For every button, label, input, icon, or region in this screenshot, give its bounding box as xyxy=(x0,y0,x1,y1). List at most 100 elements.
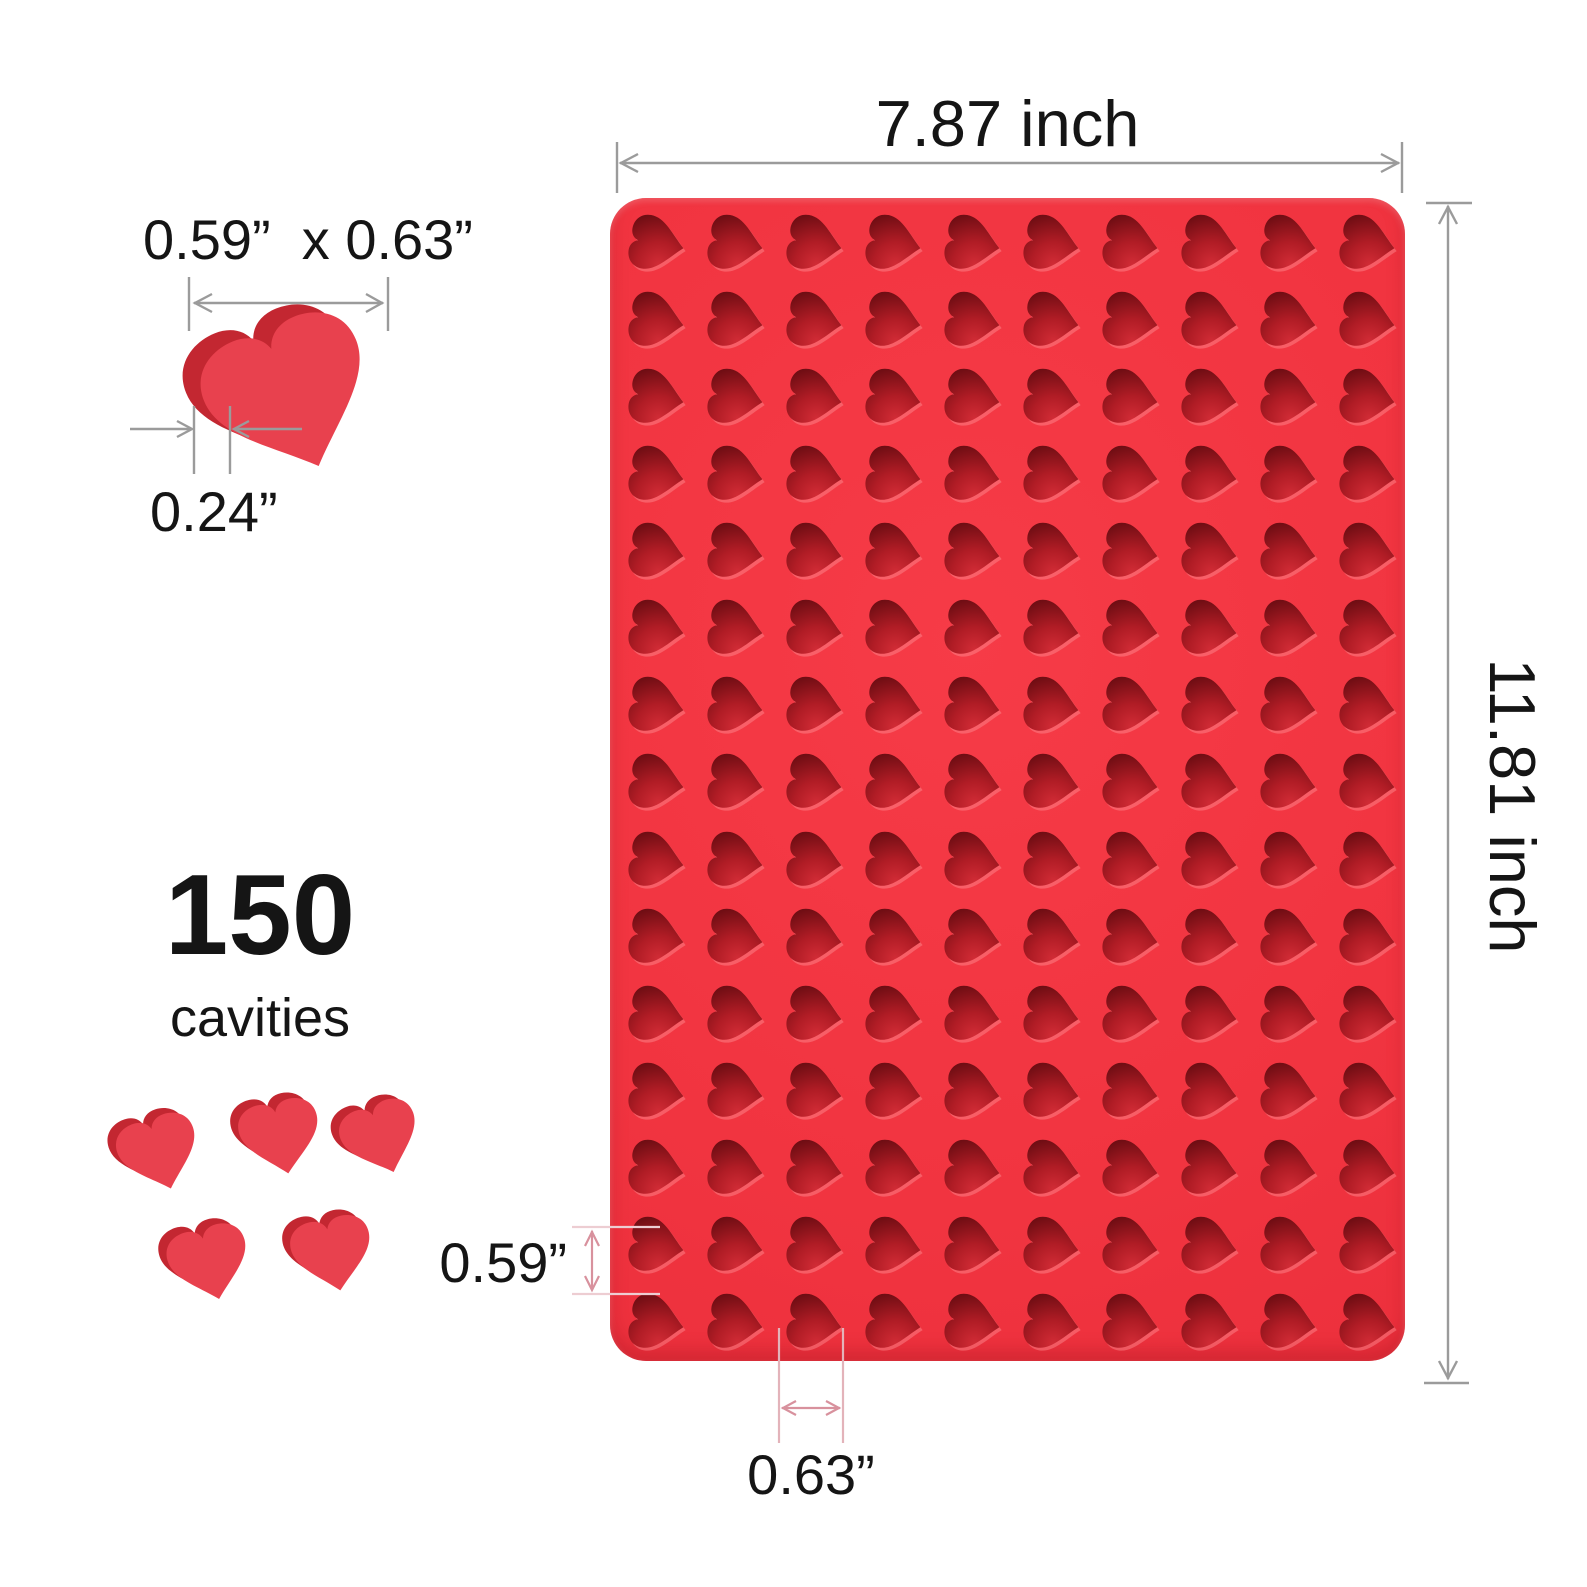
heart-cavity xyxy=(1174,597,1244,659)
heart-cavity xyxy=(1174,366,1244,428)
heart-cavity xyxy=(1332,751,1402,813)
heart-cavity xyxy=(1095,751,1165,813)
heart-cavity xyxy=(937,1137,1007,1199)
heart-cavity xyxy=(937,751,1007,813)
heart-cavity xyxy=(1016,597,1086,659)
heart-cavity xyxy=(1016,674,1086,736)
heart-cavity xyxy=(621,366,691,428)
heart-cavity xyxy=(937,520,1007,582)
cavity-size-dimension-arrow xyxy=(187,277,390,331)
heart-cavity xyxy=(858,829,928,891)
heart-cavity xyxy=(700,366,770,428)
heart-cavity xyxy=(1174,829,1244,891)
heart-cavity xyxy=(937,983,1007,1045)
heart-cavity xyxy=(1253,520,1323,582)
mold-height-label: 11.81 inch xyxy=(1476,658,1550,954)
heart-cavity xyxy=(1016,906,1086,968)
heart-cavity xyxy=(1332,1137,1402,1199)
heart-cavity xyxy=(1174,674,1244,736)
heart-cavity xyxy=(1332,1214,1402,1276)
heart-cavity xyxy=(858,1060,928,1122)
heart-cavity xyxy=(937,366,1007,428)
heart-cavity xyxy=(1174,906,1244,968)
cavity-grid xyxy=(616,204,1406,1361)
heart-cavity xyxy=(858,366,928,428)
heart-cavity xyxy=(1332,366,1402,428)
heart-3d-icon xyxy=(226,1087,327,1183)
heart-cavity xyxy=(937,289,1007,351)
heart-cavity xyxy=(1095,366,1165,428)
heart-cavity xyxy=(1174,1291,1244,1353)
heart-cavity xyxy=(937,212,1007,274)
heart-cavity xyxy=(1095,1214,1165,1276)
heart-cavity xyxy=(1016,289,1086,351)
silicone-heart-mold xyxy=(610,198,1405,1361)
heart-cavity xyxy=(937,829,1007,891)
heart-cavity xyxy=(1332,674,1402,736)
heart-cavity xyxy=(700,520,770,582)
cavity-count-number: 150 xyxy=(164,852,356,979)
cavity-pitch-height-label: 0.59” xyxy=(439,1231,567,1294)
heart-cavity xyxy=(1095,1291,1165,1353)
heart-cavity xyxy=(1253,1214,1323,1276)
heart-cavity xyxy=(937,443,1007,505)
heart-cavity xyxy=(1332,829,1402,891)
heart-cavity xyxy=(1095,1137,1165,1199)
heart-cavity xyxy=(937,597,1007,659)
heart-cavity xyxy=(621,1137,691,1199)
heart-cavity xyxy=(858,1291,928,1353)
heart-3d-icon xyxy=(153,1211,257,1311)
heart-cavity xyxy=(1253,597,1323,659)
heart-cavity xyxy=(700,829,770,891)
heart-cavity xyxy=(858,289,928,351)
heart-cavity xyxy=(779,289,849,351)
heart-cavity xyxy=(1253,1137,1323,1199)
heart-cavity xyxy=(1253,366,1323,428)
heart-cavity xyxy=(858,597,928,659)
heart-cavity xyxy=(621,443,691,505)
heart-cavity xyxy=(1016,443,1086,505)
heart-cavity xyxy=(1016,212,1086,274)
heart-cavity xyxy=(621,906,691,968)
heart-cavity xyxy=(1253,751,1323,813)
heart-cavity xyxy=(1253,443,1323,505)
heart-cavity xyxy=(1095,983,1165,1045)
heart-cavity xyxy=(700,289,770,351)
cavity-depth-label: 0.24” xyxy=(150,480,278,543)
heart-cavity xyxy=(700,751,770,813)
heart-cavity xyxy=(621,289,691,351)
heart-cavity xyxy=(1016,829,1086,891)
heart-cavity xyxy=(1332,1291,1402,1353)
heart-cavity xyxy=(700,212,770,274)
heart-cavity xyxy=(1095,1060,1165,1122)
heart-cavity xyxy=(779,1060,849,1122)
cavity-count-caption: cavities xyxy=(169,988,351,1048)
cavity-depth-dimension-arrow xyxy=(130,406,302,474)
heart-cavity xyxy=(937,1214,1007,1276)
heart-cavity xyxy=(1016,983,1086,1045)
heart-cavity xyxy=(1095,906,1165,968)
heart-cavity xyxy=(621,751,691,813)
heart-cavity xyxy=(700,906,770,968)
heart-cavity xyxy=(779,366,849,428)
heart-cavity xyxy=(621,1291,691,1353)
cavity-pitch-width-label: 0.63” xyxy=(747,1443,875,1506)
heart-cavity xyxy=(1253,212,1323,274)
heart-cavity xyxy=(1174,983,1244,1045)
heart-cavity xyxy=(1016,366,1086,428)
heart-cavity xyxy=(779,906,849,968)
heart-cavity xyxy=(1016,1060,1086,1122)
heart-cavity xyxy=(937,1291,1007,1353)
heart-cavity xyxy=(700,674,770,736)
heart-cavity xyxy=(1095,212,1165,274)
heart-cavity xyxy=(1332,906,1402,968)
heart-cavity xyxy=(1253,289,1323,351)
heart-cavity xyxy=(1253,1060,1323,1122)
heart-cavity xyxy=(1095,289,1165,351)
heart-cavity xyxy=(1095,829,1165,891)
heart-cavity xyxy=(1332,520,1402,582)
cavity-size-label: 0.59” x 0.63” xyxy=(143,208,473,271)
heart-cavity xyxy=(779,983,849,1045)
heart-cavity xyxy=(621,597,691,659)
heart-cavity xyxy=(937,674,1007,736)
